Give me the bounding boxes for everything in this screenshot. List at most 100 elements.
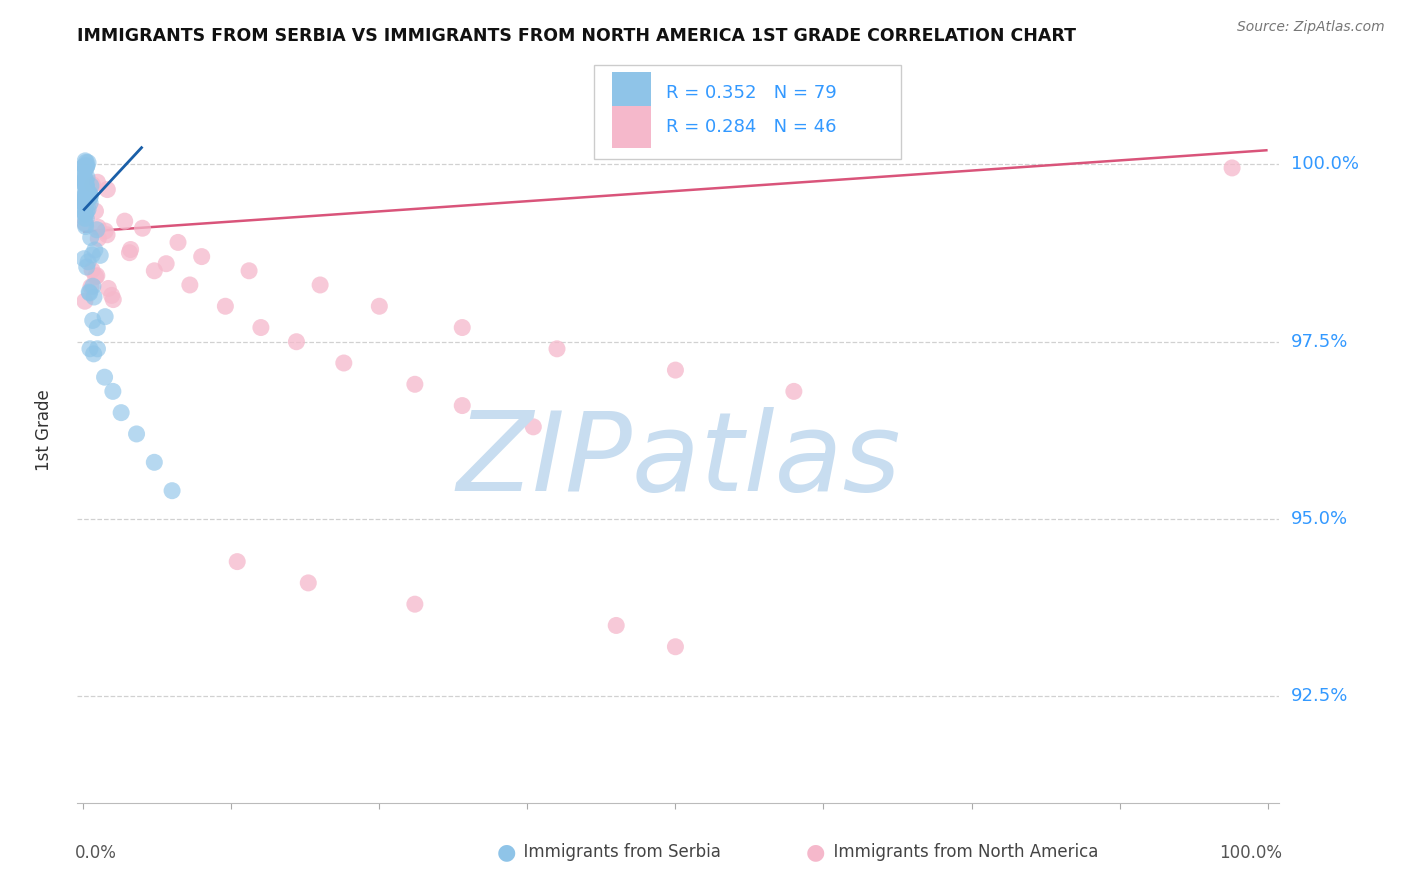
Point bbox=[73, 164, 96, 178]
Point bbox=[73, 159, 96, 173]
Point bbox=[79, 191, 101, 205]
FancyBboxPatch shape bbox=[612, 106, 651, 148]
Text: IMMIGRANTS FROM SERBIA VS IMMIGRANTS FROM NORTH AMERICA 1ST GRADE CORRELATION CH: IMMIGRANTS FROM SERBIA VS IMMIGRANTS FRO… bbox=[77, 28, 1077, 45]
Text: 100.0%: 100.0% bbox=[1219, 844, 1282, 862]
Point bbox=[77, 255, 100, 269]
Point bbox=[75, 183, 97, 197]
Point bbox=[226, 555, 249, 569]
Point bbox=[125, 426, 148, 441]
Point bbox=[73, 196, 96, 211]
Point bbox=[75, 211, 97, 226]
Point bbox=[77, 155, 100, 169]
Point bbox=[86, 268, 108, 283]
Point bbox=[86, 223, 108, 237]
Point bbox=[82, 263, 104, 277]
Text: ●: ● bbox=[806, 842, 825, 862]
Point bbox=[664, 363, 686, 377]
Point bbox=[451, 399, 474, 413]
Point bbox=[82, 313, 104, 327]
Text: Immigrants from Serbia: Immigrants from Serbia bbox=[513, 843, 721, 861]
Point bbox=[404, 377, 426, 392]
Point bbox=[76, 260, 98, 274]
Point bbox=[76, 187, 98, 202]
Point bbox=[87, 220, 110, 235]
Point bbox=[73, 202, 96, 216]
Point bbox=[79, 230, 101, 244]
Point bbox=[75, 217, 97, 231]
Text: R = 0.352   N = 79: R = 0.352 N = 79 bbox=[666, 84, 837, 102]
Text: 1st Grade: 1st Grade bbox=[35, 390, 52, 471]
Point bbox=[605, 618, 627, 632]
Point bbox=[120, 243, 142, 257]
Point bbox=[143, 455, 166, 469]
Point bbox=[664, 640, 686, 654]
Point bbox=[73, 207, 96, 221]
Point bbox=[82, 248, 104, 262]
Point bbox=[131, 221, 153, 235]
Point bbox=[73, 174, 96, 188]
Point bbox=[89, 248, 111, 262]
Point bbox=[114, 214, 136, 228]
Text: 95.0%: 95.0% bbox=[1291, 510, 1348, 528]
Point bbox=[179, 277, 201, 292]
Point bbox=[143, 264, 166, 278]
Point bbox=[97, 281, 120, 295]
Point bbox=[79, 187, 101, 202]
Text: ZIPatlas: ZIPatlas bbox=[456, 407, 901, 514]
Point bbox=[82, 178, 104, 192]
Point bbox=[404, 597, 426, 611]
Text: Immigrants from North America: Immigrants from North America bbox=[823, 843, 1098, 861]
Point bbox=[75, 153, 97, 168]
Point bbox=[250, 320, 273, 334]
Text: ●: ● bbox=[496, 842, 516, 862]
Point bbox=[75, 177, 97, 191]
Point bbox=[96, 183, 118, 197]
Point bbox=[76, 186, 98, 201]
Point bbox=[76, 170, 98, 185]
Point bbox=[86, 342, 108, 356]
Point bbox=[238, 264, 260, 278]
Point bbox=[86, 175, 108, 189]
Point bbox=[77, 186, 100, 200]
Text: 92.5%: 92.5% bbox=[1291, 688, 1348, 706]
Point bbox=[76, 179, 98, 194]
Point bbox=[118, 245, 141, 260]
Text: 97.5%: 97.5% bbox=[1291, 333, 1348, 351]
Point bbox=[80, 279, 103, 293]
Point bbox=[333, 356, 356, 370]
Point bbox=[83, 243, 105, 257]
Point bbox=[73, 191, 96, 205]
Point bbox=[73, 169, 96, 184]
Point bbox=[73, 174, 96, 188]
Point bbox=[73, 176, 96, 190]
Point bbox=[75, 161, 97, 175]
Point bbox=[73, 187, 96, 202]
Point bbox=[83, 290, 105, 304]
Point bbox=[783, 384, 806, 399]
Point bbox=[82, 279, 104, 293]
Point bbox=[75, 179, 97, 194]
Text: Source: ZipAtlas.com: Source: ZipAtlas.com bbox=[1237, 20, 1385, 34]
Point bbox=[94, 310, 117, 324]
Point bbox=[75, 194, 97, 208]
FancyBboxPatch shape bbox=[595, 65, 901, 159]
Point bbox=[94, 224, 117, 238]
Text: 100.0%: 100.0% bbox=[1291, 155, 1358, 173]
Point bbox=[86, 320, 108, 334]
Point bbox=[76, 193, 98, 207]
FancyBboxPatch shape bbox=[612, 72, 651, 114]
Point bbox=[75, 161, 97, 175]
Point bbox=[155, 257, 177, 271]
Point bbox=[84, 204, 107, 219]
Point bbox=[167, 235, 190, 250]
Point bbox=[73, 192, 96, 206]
Point bbox=[75, 192, 97, 206]
Point bbox=[76, 191, 98, 205]
Point bbox=[73, 189, 96, 203]
Point bbox=[79, 189, 101, 203]
Point bbox=[76, 159, 98, 173]
Point bbox=[214, 299, 236, 313]
Text: 0.0%: 0.0% bbox=[75, 844, 117, 862]
Point bbox=[522, 420, 544, 434]
Point bbox=[101, 384, 124, 399]
